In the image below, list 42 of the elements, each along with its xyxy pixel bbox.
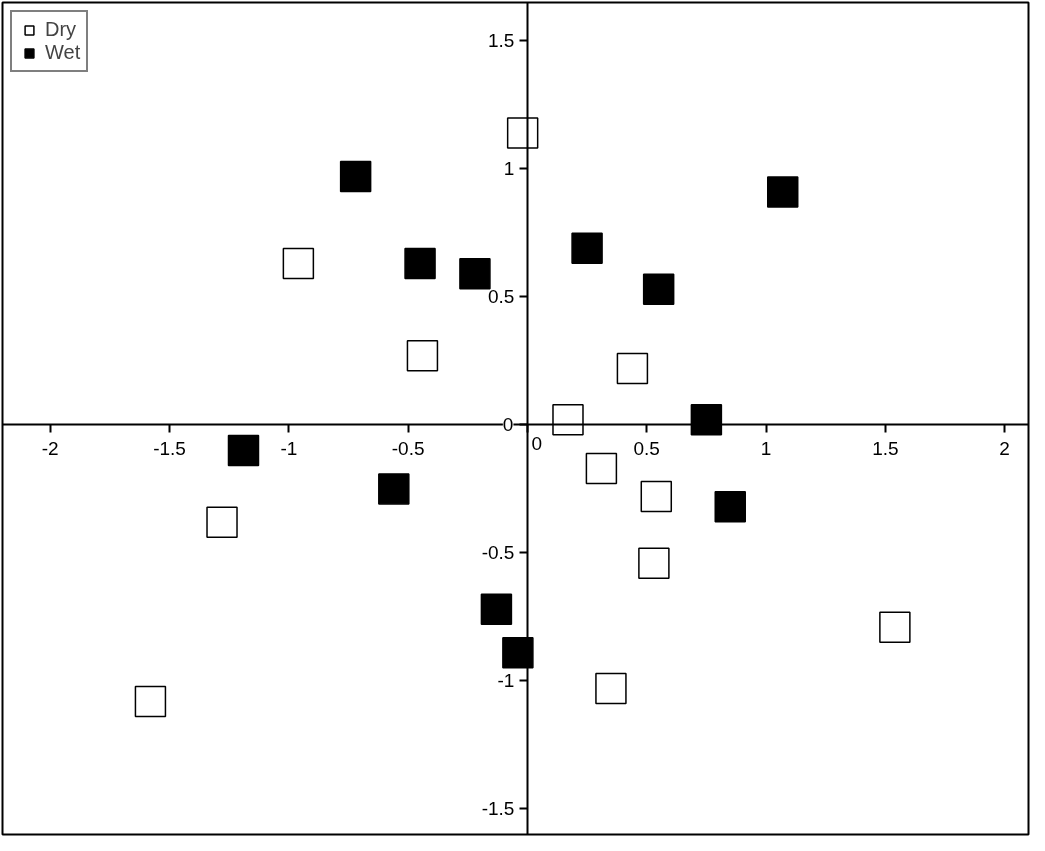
x-tick-label: 1.5 (872, 437, 899, 459)
point (134, 685, 167, 718)
y-tick-label: 1.5 (488, 30, 515, 52)
point (206, 506, 238, 538)
point (552, 404, 584, 436)
point (642, 273, 675, 305)
x-tick-label: 2 (999, 437, 1010, 459)
x-tick-label: 1 (760, 437, 772, 459)
legend-label: Wet (45, 41, 81, 64)
y-tick-label: 1 (503, 158, 515, 180)
x-tick-label: -1.5 (153, 437, 186, 459)
point (638, 547, 670, 579)
point (585, 452, 618, 485)
y-tick-label: 0 (502, 414, 514, 436)
point (879, 611, 911, 643)
legend-label: Dry (45, 18, 77, 41)
point (571, 232, 603, 265)
point (406, 340, 439, 372)
point (506, 117, 539, 149)
point (378, 473, 410, 505)
point (640, 480, 673, 513)
point (766, 176, 799, 208)
point (616, 352, 649, 385)
x-tick-label: -1 (280, 437, 298, 459)
y-tick-label: 0.5 (488, 286, 515, 308)
point (502, 636, 534, 669)
x-tick-label: -0.5 (391, 437, 425, 459)
point (227, 434, 260, 467)
point (714, 491, 746, 523)
x-tick-label: -2 (41, 437, 59, 459)
y-tick-label: -1.5 (481, 798, 515, 820)
point (480, 593, 513, 625)
y-tick-label: -1 (497, 670, 515, 692)
x-tick-label: 0 (531, 432, 543, 454)
x-tick-label: 0.5 (633, 437, 660, 459)
point (459, 258, 491, 290)
point (404, 247, 436, 280)
point (595, 672, 627, 705)
point (282, 247, 315, 280)
point (339, 160, 372, 193)
point (690, 404, 723, 436)
y-tick-label: -0.5 (481, 542, 515, 564)
